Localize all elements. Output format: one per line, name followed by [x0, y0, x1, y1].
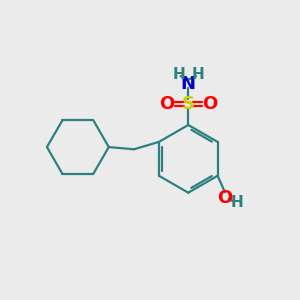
- Text: N: N: [181, 75, 196, 93]
- Text: O: O: [202, 95, 217, 113]
- Text: O: O: [217, 189, 232, 207]
- Text: H: H: [191, 68, 204, 82]
- Text: S: S: [182, 95, 195, 113]
- Text: O: O: [160, 95, 175, 113]
- Text: H: H: [172, 68, 185, 82]
- Text: H: H: [230, 195, 243, 210]
